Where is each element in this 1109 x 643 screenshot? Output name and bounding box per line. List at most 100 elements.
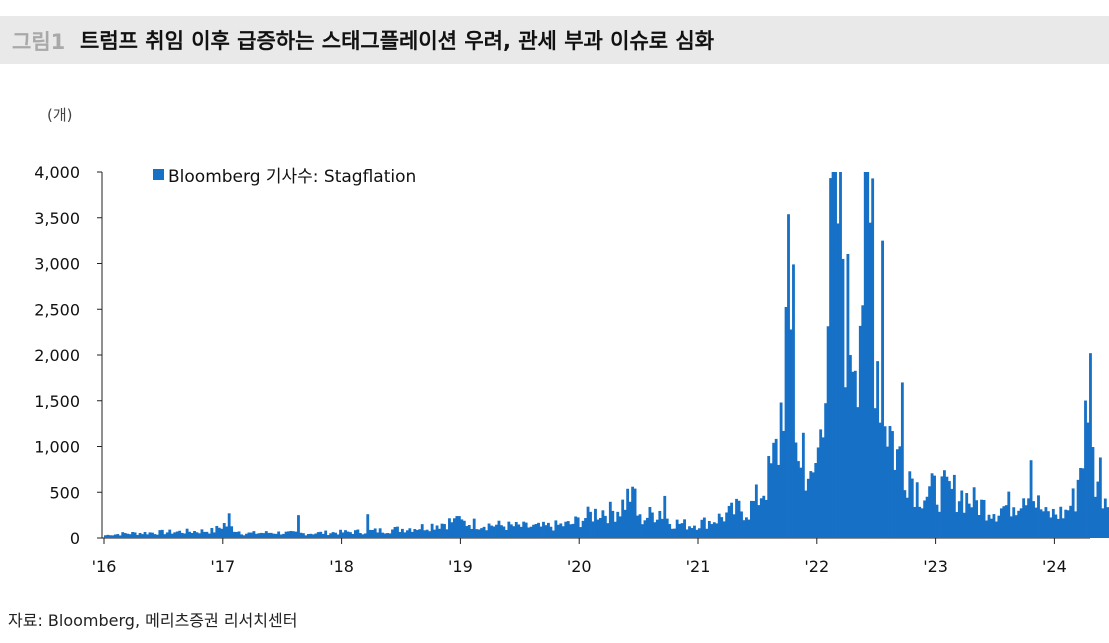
bar (698, 528, 701, 538)
bar (853, 370, 857, 538)
bar (707, 520, 711, 538)
bar (675, 519, 679, 538)
bar (212, 532, 216, 538)
bar (331, 532, 335, 538)
bar (116, 534, 120, 538)
bar (349, 532, 352, 538)
bar (151, 532, 154, 538)
bar (616, 511, 620, 538)
bar (799, 467, 803, 538)
bar (787, 214, 790, 538)
bar (203, 531, 206, 538)
bar (581, 520, 585, 538)
bar (1009, 516, 1013, 538)
bar (660, 518, 664, 538)
bar (277, 531, 281, 538)
bar (462, 520, 466, 538)
bar (1054, 514, 1058, 538)
bar (737, 500, 741, 538)
bar (401, 528, 404, 538)
legend-swatch (153, 169, 164, 180)
bar (559, 523, 563, 538)
bar (626, 488, 630, 538)
bar (742, 520, 746, 538)
bar (995, 521, 998, 538)
bar (589, 511, 592, 538)
bar (797, 461, 800, 538)
bar (1034, 507, 1038, 538)
y-tick-label: 500 (49, 483, 80, 502)
x-tick-label: '17 (210, 557, 235, 576)
bar (866, 172, 870, 538)
bar (740, 511, 743, 538)
x-tick-label: '22 (804, 557, 829, 576)
y-tick-label: 1,500 (34, 392, 80, 411)
bar (943, 470, 946, 538)
bar (368, 529, 372, 538)
bar (314, 533, 318, 538)
bar (900, 382, 904, 538)
bar (163, 534, 167, 538)
bar (888, 426, 892, 538)
bar (319, 531, 323, 538)
bar (104, 535, 107, 538)
x-tick-label: '24 (1042, 557, 1067, 576)
y-axis: 0 500 1,000 1,500 2,000 2,500 3,000 3,500 4,000 (34, 163, 103, 548)
bar (373, 528, 377, 538)
bar (1061, 518, 1065, 538)
bar (749, 500, 753, 538)
bar (975, 500, 979, 538)
bar (757, 505, 761, 538)
bar (289, 530, 293, 538)
bar (410, 531, 414, 538)
bar (131, 531, 135, 538)
bar (594, 508, 597, 538)
bar (685, 529, 689, 538)
bar (443, 524, 446, 538)
bar (1089, 353, 1092, 538)
bar (690, 528, 694, 538)
bar (418, 529, 422, 538)
bar (769, 463, 773, 538)
bar (403, 532, 407, 538)
bar (999, 508, 1003, 538)
chart-title: 트럼프 취임 이후 급증하는 스태그플레이션 우려, 관세 부과 이슈로 심화 (80, 29, 715, 53)
bar (839, 172, 842, 538)
bar (871, 178, 875, 538)
bar (891, 431, 894, 538)
bar (1029, 460, 1033, 538)
x-tick-label: '16 (92, 557, 117, 576)
bar (794, 442, 798, 538)
bar (440, 523, 444, 538)
bar (113, 534, 117, 538)
bar (584, 518, 587, 538)
bar (599, 517, 602, 538)
bar (225, 526, 229, 538)
bar (445, 529, 449, 538)
bar (388, 533, 392, 538)
bar (517, 524, 521, 538)
bar (141, 534, 144, 538)
bar (371, 529, 375, 538)
x-axis: '16'17'18'19'20'21'22'23'24'25 (92, 537, 1090, 576)
bar (564, 521, 568, 538)
y-tick-label: 0 (70, 529, 80, 548)
bar (272, 533, 276, 538)
bar (905, 497, 909, 538)
bar (264, 531, 268, 538)
bar (146, 534, 149, 538)
bar (542, 521, 545, 538)
bar (712, 522, 716, 538)
bar (1014, 515, 1018, 538)
bar (321, 533, 325, 538)
bar (1019, 508, 1023, 538)
bar (935, 504, 939, 538)
bar (680, 523, 684, 538)
bar (405, 530, 409, 538)
bar (962, 512, 966, 538)
bar (1069, 505, 1073, 538)
title-bar: 그림1 트럼프 취임 이후 급증하는 스태그플레이션 우려, 관세 부과 이슈로… (0, 16, 1109, 64)
bar (198, 533, 201, 538)
bar (326, 535, 330, 538)
bar (952, 474, 956, 538)
